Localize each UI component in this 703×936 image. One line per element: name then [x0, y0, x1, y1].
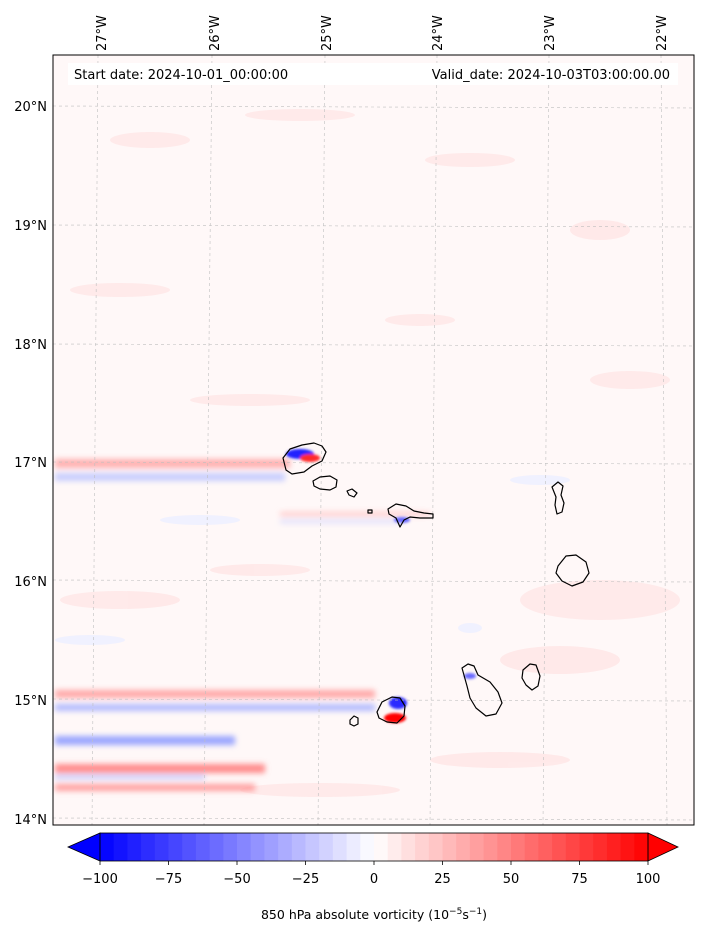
island-sao-nicolau — [387, 503, 434, 528]
colorbar-tick-label: 75 — [571, 872, 588, 887]
valid-date-label: Valid_date: 2024-10-03T03:00:00.00 — [432, 68, 670, 83]
colorbar-segment — [141, 833, 156, 861]
lon-label-25w: 25°W — [320, 15, 335, 51]
colorbar-segment — [346, 833, 361, 861]
coastlines — [282, 442, 590, 727]
colorbar-label-exp1: −5 — [449, 907, 462, 917]
colorbar-tick-label: 25 — [434, 872, 451, 887]
colorbar-extend-left — [67, 832, 101, 862]
lat-label-16n: 16°N — [14, 575, 47, 590]
colorbar-segment — [456, 833, 471, 861]
colorbar-tick-label: −25 — [292, 872, 319, 887]
colorbar-segment — [237, 833, 252, 861]
colorbar-segment — [305, 833, 320, 861]
colorbar-segment — [483, 833, 498, 861]
lat-label-19n: 19°N — [14, 219, 47, 234]
colorbar-segment — [360, 833, 375, 861]
colorbar-segment — [401, 833, 416, 861]
island-santo-antao — [282, 442, 327, 475]
colorbar-tick-label: −75 — [155, 872, 182, 887]
colorbar-segment — [195, 833, 211, 861]
colorbar-segment — [428, 833, 443, 861]
island-fogo — [376, 696, 406, 724]
colorbar-segment — [100, 833, 115, 861]
island-boa-vista — [555, 554, 590, 587]
lon-label-22w: 22°W — [655, 15, 670, 51]
colorbar-label-mid: s — [462, 907, 469, 922]
colorbar-segment — [469, 833, 485, 861]
colorbar-segment — [278, 833, 293, 861]
island-sal — [551, 481, 565, 515]
colorbar-segment — [538, 833, 553, 861]
map-frame — [52, 54, 695, 826]
colorbar-segment — [565, 833, 580, 861]
island-sao-vicente — [312, 475, 338, 491]
lon-labels: 27°W 26°W 25°W 24°W 23°W 22°W — [95, 15, 670, 51]
colorbar-extend-right — [647, 832, 679, 862]
colorbar-segment — [319, 833, 334, 861]
island-brava — [349, 715, 359, 727]
lat-label-18n: 18°N — [14, 338, 47, 353]
colorbar-segment — [209, 833, 224, 861]
colorbar-segment — [264, 833, 279, 861]
island-santa-luzia — [346, 488, 358, 498]
lat-label-17n: 17°N — [14, 456, 47, 471]
start-date-label: Start date: 2024-10-01_00:00:00 — [74, 68, 288, 83]
colorbar-tick-label: −50 — [223, 872, 250, 887]
gridlines — [53, 55, 694, 825]
colorbar-tick-label: 100 — [636, 872, 661, 887]
info-box — [68, 63, 678, 85]
colorbar-segment — [223, 833, 238, 861]
colorbar-segment — [634, 833, 649, 861]
colorbar-tick-label: 50 — [503, 872, 520, 887]
lat-label-20n: 20°N — [14, 100, 47, 115]
colorbar-segment — [250, 833, 265, 861]
lon-label-26w: 26°W — [208, 15, 223, 51]
lat-label-15n: 15°N — [14, 694, 47, 709]
colorbar: −100 −75 −50 −25 0 25 50 75 100 850 hPa absolute… — [67, 832, 679, 922]
colorbar-segment — [291, 833, 306, 861]
colorbar-segment — [593, 833, 608, 861]
lat-label-14n: 14°N — [14, 813, 47, 828]
colorbar-segment — [511, 833, 526, 861]
colorbar-segment — [332, 833, 348, 861]
colorbar-tick-label: −100 — [82, 872, 118, 887]
vorticity-field — [55, 109, 680, 797]
colorbar-segment — [524, 833, 539, 861]
map-panel: Start date: 2024-10-01_00:00:00 Valid_da… — [14, 15, 695, 828]
colorbar-segment — [387, 833, 402, 861]
lon-label-27w: 27°W — [95, 15, 110, 51]
colorbar-segment — [620, 833, 635, 861]
island-santiago — [461, 663, 503, 717]
colorbar-segment — [168, 833, 183, 861]
lon-label-24w: 24°W — [431, 15, 446, 51]
island-maio — [521, 663, 541, 691]
island-raso — [367, 509, 373, 514]
colorbar-segment — [154, 833, 169, 861]
colorbar-label-end: ) — [482, 907, 487, 922]
lon-label-23w: 23°W — [543, 15, 558, 51]
colorbar-segment — [113, 833, 128, 861]
colorbar-segment — [606, 833, 622, 861]
colorbar-segment — [182, 833, 197, 861]
colorbar-segments — [100, 833, 649, 861]
colorbar-tick-label: 0 — [370, 872, 378, 887]
colorbar-segment — [127, 833, 142, 861]
colorbar-segment — [579, 833, 594, 861]
colorbar-label: 850 hPa absolute vorticity (10−5s−1) — [261, 907, 487, 922]
colorbar-segment — [442, 833, 457, 861]
colorbar-segment — [497, 833, 512, 861]
colorbar-ticks: −100 −75 −50 −25 0 25 50 75 100 — [82, 861, 660, 887]
colorbar-segment — [374, 833, 389, 861]
lat-labels: 20°N 19°N 18°N 17°N 16°N 15°N 14°N — [14, 100, 47, 828]
colorbar-label-exp2: −1 — [469, 907, 482, 917]
colorbar-segment — [415, 833, 430, 861]
colorbar-label-main: 850 hPa absolute vorticity (10 — [261, 907, 449, 922]
colorbar-segment — [552, 833, 567, 861]
